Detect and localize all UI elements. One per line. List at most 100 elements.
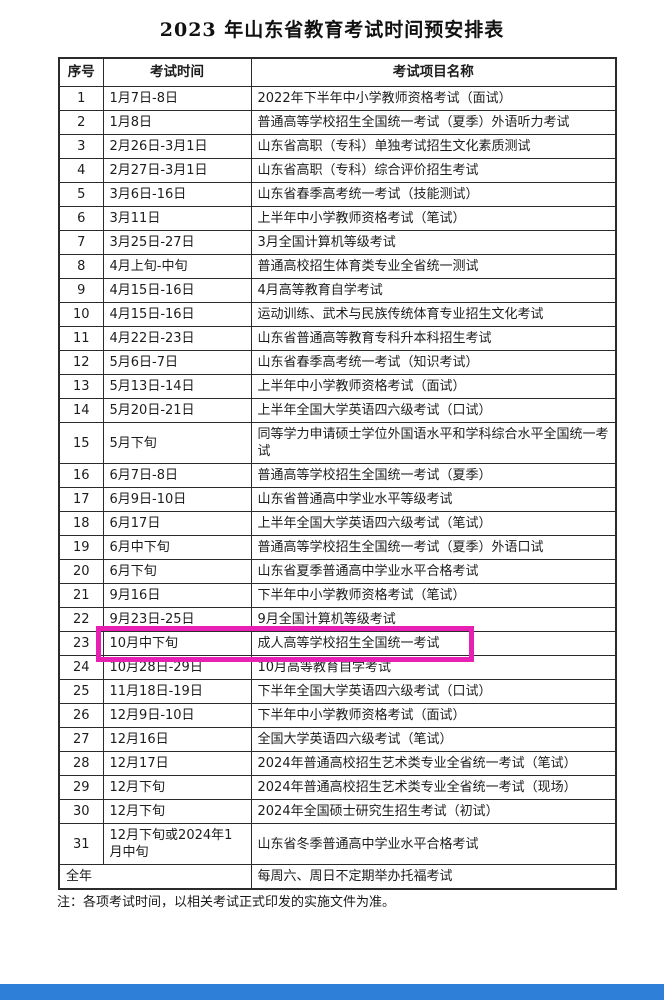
cell-serial-number: 10 — [58, 302, 104, 327]
table-row: 15 5月下旬 同等学力申请硕士学位外国语水平和学科综合水平全国统一考试 — [58, 422, 617, 464]
table-row: 8 4月上旬-中旬 普通高校招生体育类专业全省统一测试 — [58, 254, 617, 279]
cell-exam-name: 山东省普通高等教育专科升本科招生考试 — [250, 326, 617, 351]
cell-serial-number: 28 — [58, 751, 104, 776]
cell-exam-name: 山东省春季高考统一考试（技能测试） — [250, 182, 617, 207]
table-row: 19 6月中下旬 普通高等学校招生全国统一考试（夏季）外语口试 — [58, 535, 617, 560]
cell-exam-name: 上半年全国大学英语四六级考试（口试） — [250, 398, 617, 423]
cell-exam-name: 每周六、周日不定期举办托福考试 — [250, 864, 617, 890]
table-row: 3 2月26日-3月1日 山东省高职（专科）单独考试招生文化素质测试 — [58, 134, 617, 159]
cell-exam-name: 下半年中小学教师资格考试（面试） — [250, 703, 617, 728]
cell-serial-number: 1 — [58, 86, 104, 111]
cell-exam-time: 12月下旬 — [102, 799, 252, 824]
table-row: 6 3月11日 上半年中小学教师资格考试（笔试） — [58, 206, 617, 231]
table-row: 20 6月下旬 山东省夏季普通高中学业水平合格考试 — [58, 559, 617, 584]
cell-exam-name: 上半年中小学教师资格考试（笔试） — [250, 206, 617, 231]
table-row: 30 12月下旬 2024年全国硕士研究生招生考试（初试） — [58, 799, 617, 824]
cell-exam-time: 11月18日-19日 — [102, 679, 252, 704]
cell-serial-number: 11 — [58, 326, 104, 351]
cell-serial-number: 7 — [58, 230, 104, 255]
cell-serial-number: 25 — [58, 679, 104, 704]
table-row: 23 10月中下旬 成人高等学校招生全国统一考试 — [58, 631, 617, 656]
cell-exam-name: 上半年全国大学英语四六级考试（笔试） — [250, 511, 617, 536]
cell-serial-number: 31 — [58, 823, 104, 865]
cell-exam-time: 6月7日-8日 — [102, 463, 252, 488]
table-row: 29 12月下旬 2024年普通高校招生艺术类专业全省统一考试（现场） — [58, 775, 617, 800]
cell-exam-time: 5月20日-21日 — [102, 398, 252, 423]
table-row: 12 5月6日-7日 山东省春季高考统一考试（知识考试） — [58, 350, 617, 375]
cell-exam-time: 3月11日 — [102, 206, 252, 231]
cell-serial-number: 6 — [58, 206, 104, 231]
header-exam-time: 考试时间 — [102, 57, 252, 87]
cell-exam-time: 4月15日-16日 — [102, 278, 252, 303]
cell-exam-name: 山东省普通高中学业水平等级考试 — [250, 487, 617, 512]
cell-exam-time: 1月8日 — [102, 110, 252, 135]
cell-serial-number: 4 — [58, 158, 104, 183]
cell-serial-number: 12 — [58, 350, 104, 375]
cell-serial-number: 30 — [58, 799, 104, 824]
table-row: 25 11月18日-19日 下半年全国大学英语四六级考试（口试） — [58, 679, 617, 704]
cell-exam-name: 山东省春季高考统一考试（知识考试） — [250, 350, 617, 375]
header-serial-number: 序号 — [58, 57, 104, 87]
cell-exam-time: 6月下旬 — [102, 559, 252, 584]
cell-exam-time: 6月9日-10日 — [102, 487, 252, 512]
footer-blue-bar — [0, 984, 664, 1000]
cell-exam-name: 2022年下半年中小学教师资格考试（面试） — [250, 86, 617, 111]
cell-exam-name: 山东省高职（专科）单独考试招生文化素质测试 — [250, 134, 617, 159]
cell-exam-time: 6月中下旬 — [102, 535, 252, 560]
cell-exam-time: 10月28日-29日 — [102, 655, 252, 680]
cell-exam-name: 2024年普通高校招生艺术类专业全省统一考试（现场） — [250, 775, 617, 800]
cell-serial-number: 29 — [58, 775, 104, 800]
cell-exam-name: 运动训练、武术与民族传统体育专业招生文化考试 — [250, 302, 617, 327]
cell-serial-number: 16 — [58, 463, 104, 488]
cell-exam-time: 3月25日-27日 — [102, 230, 252, 255]
table-row: 21 9月16日 下半年中小学教师资格考试（笔试） — [58, 583, 617, 608]
table-row: 24 10月28日-29日 10月高等教育自学考试 — [58, 655, 617, 680]
table-row: 11 4月22日-23日 山东省普通高等教育专科升本科招生考试 — [58, 326, 617, 351]
cell-exam-name: 普通高校招生体育类专业全省统一测试 — [250, 254, 617, 279]
table-row: 13 5月13日-14日 上半年中小学教师资格考试（面试） — [58, 374, 617, 399]
table-row: 22 9月23日-25日 9月全国计算机等级考试 — [58, 607, 617, 632]
cell-exam-time: 5月13日-14日 — [102, 374, 252, 399]
table-row: 14 5月20日-21日 上半年全国大学英语四六级考试（口试） — [58, 398, 617, 423]
table-header-row: 序号 考试时间 考试项目名称 — [58, 57, 617, 87]
cell-exam-name: 10月高等教育自学考试 — [250, 655, 617, 680]
cell-exam-name: 山东省夏季普通高中学业水平合格考试 — [250, 559, 617, 584]
table-row: 7 3月25日-27日 3月全国计算机等级考试 — [58, 230, 617, 255]
cell-exam-time: 4月15日-16日 — [102, 302, 252, 327]
cell-exam-time: 2月27日-3月1日 — [102, 158, 252, 183]
cell-exam-time: 4月上旬-中旬 — [102, 254, 252, 279]
cell-exam-name: 同等学力申请硕士学位外国语水平和学科综合水平全国统一考试 — [250, 422, 617, 464]
cell-exam-time: 1月7日-8日 — [102, 86, 252, 111]
table-row: 16 6月7日-8日 普通高等学校招生全国统一考试（夏季） — [58, 463, 617, 488]
cell-exam-name: 成人高等学校招生全国统一考试 — [250, 631, 617, 656]
cell-exam-name: 下半年中小学教师资格考试（笔试） — [250, 583, 617, 608]
cell-serial-number: 27 — [58, 727, 104, 752]
cell-serial-number: 20 — [58, 559, 104, 584]
cell-exam-name: 全国大学英语四六级考试（笔试） — [250, 727, 617, 752]
cell-exam-name: 普通高等学校招生全国统一考试（夏季） — [250, 463, 617, 488]
cell-exam-time: 3月6日-16日 — [102, 182, 252, 207]
cell-serial-number: 2 — [58, 110, 104, 135]
table-row: 10 4月15日-16日 运动训练、武术与民族传统体育专业招生文化考试 — [58, 302, 617, 327]
cell-serial-number: 26 — [58, 703, 104, 728]
header-exam-name: 考试项目名称 — [250, 57, 617, 87]
cell-serial-number: 21 — [58, 583, 104, 608]
cell-exam-name: 3月全国计算机等级考试 — [250, 230, 617, 255]
exam-schedule-table: 序号 考试时间 考试项目名称 1 1月7日-8日 2022年下半年中小学教师资格… — [58, 57, 617, 890]
cell-exam-time: 6月17日 — [102, 511, 252, 536]
table-row: 4 2月27日-3月1日 山东省高职（专科）综合评价招生考试 — [58, 158, 617, 183]
cell-exam-name: 普通高等学校招生全国统一考试（夏季）外语听力考试 — [250, 110, 617, 135]
cell-exam-name: 下半年全国大学英语四六级考试（口试） — [250, 679, 617, 704]
cell-serial-number: 8 — [58, 254, 104, 279]
cell-exam-time: 4月22日-23日 — [102, 326, 252, 351]
table-row: 28 12月17日 2024年普通高校招生艺术类专业全省统一考试（笔试） — [58, 751, 617, 776]
cell-serial-number: 18 — [58, 511, 104, 536]
cell-exam-time: 10月中下旬 — [102, 631, 252, 656]
table-row: 1 1月7日-8日 2022年下半年中小学教师资格考试（面试） — [58, 86, 617, 111]
table-row: 17 6月9日-10日 山东省普通高中学业水平等级考试 — [58, 487, 617, 512]
cell-exam-time: 12月16日 — [102, 727, 252, 752]
cell-exam-time: 2月26日-3月1日 — [102, 134, 252, 159]
cell-serial-number: 9 — [58, 278, 104, 303]
cell-serial-number: 19 — [58, 535, 104, 560]
table-row: 27 12月16日 全国大学英语四六级考试（笔试） — [58, 727, 617, 752]
